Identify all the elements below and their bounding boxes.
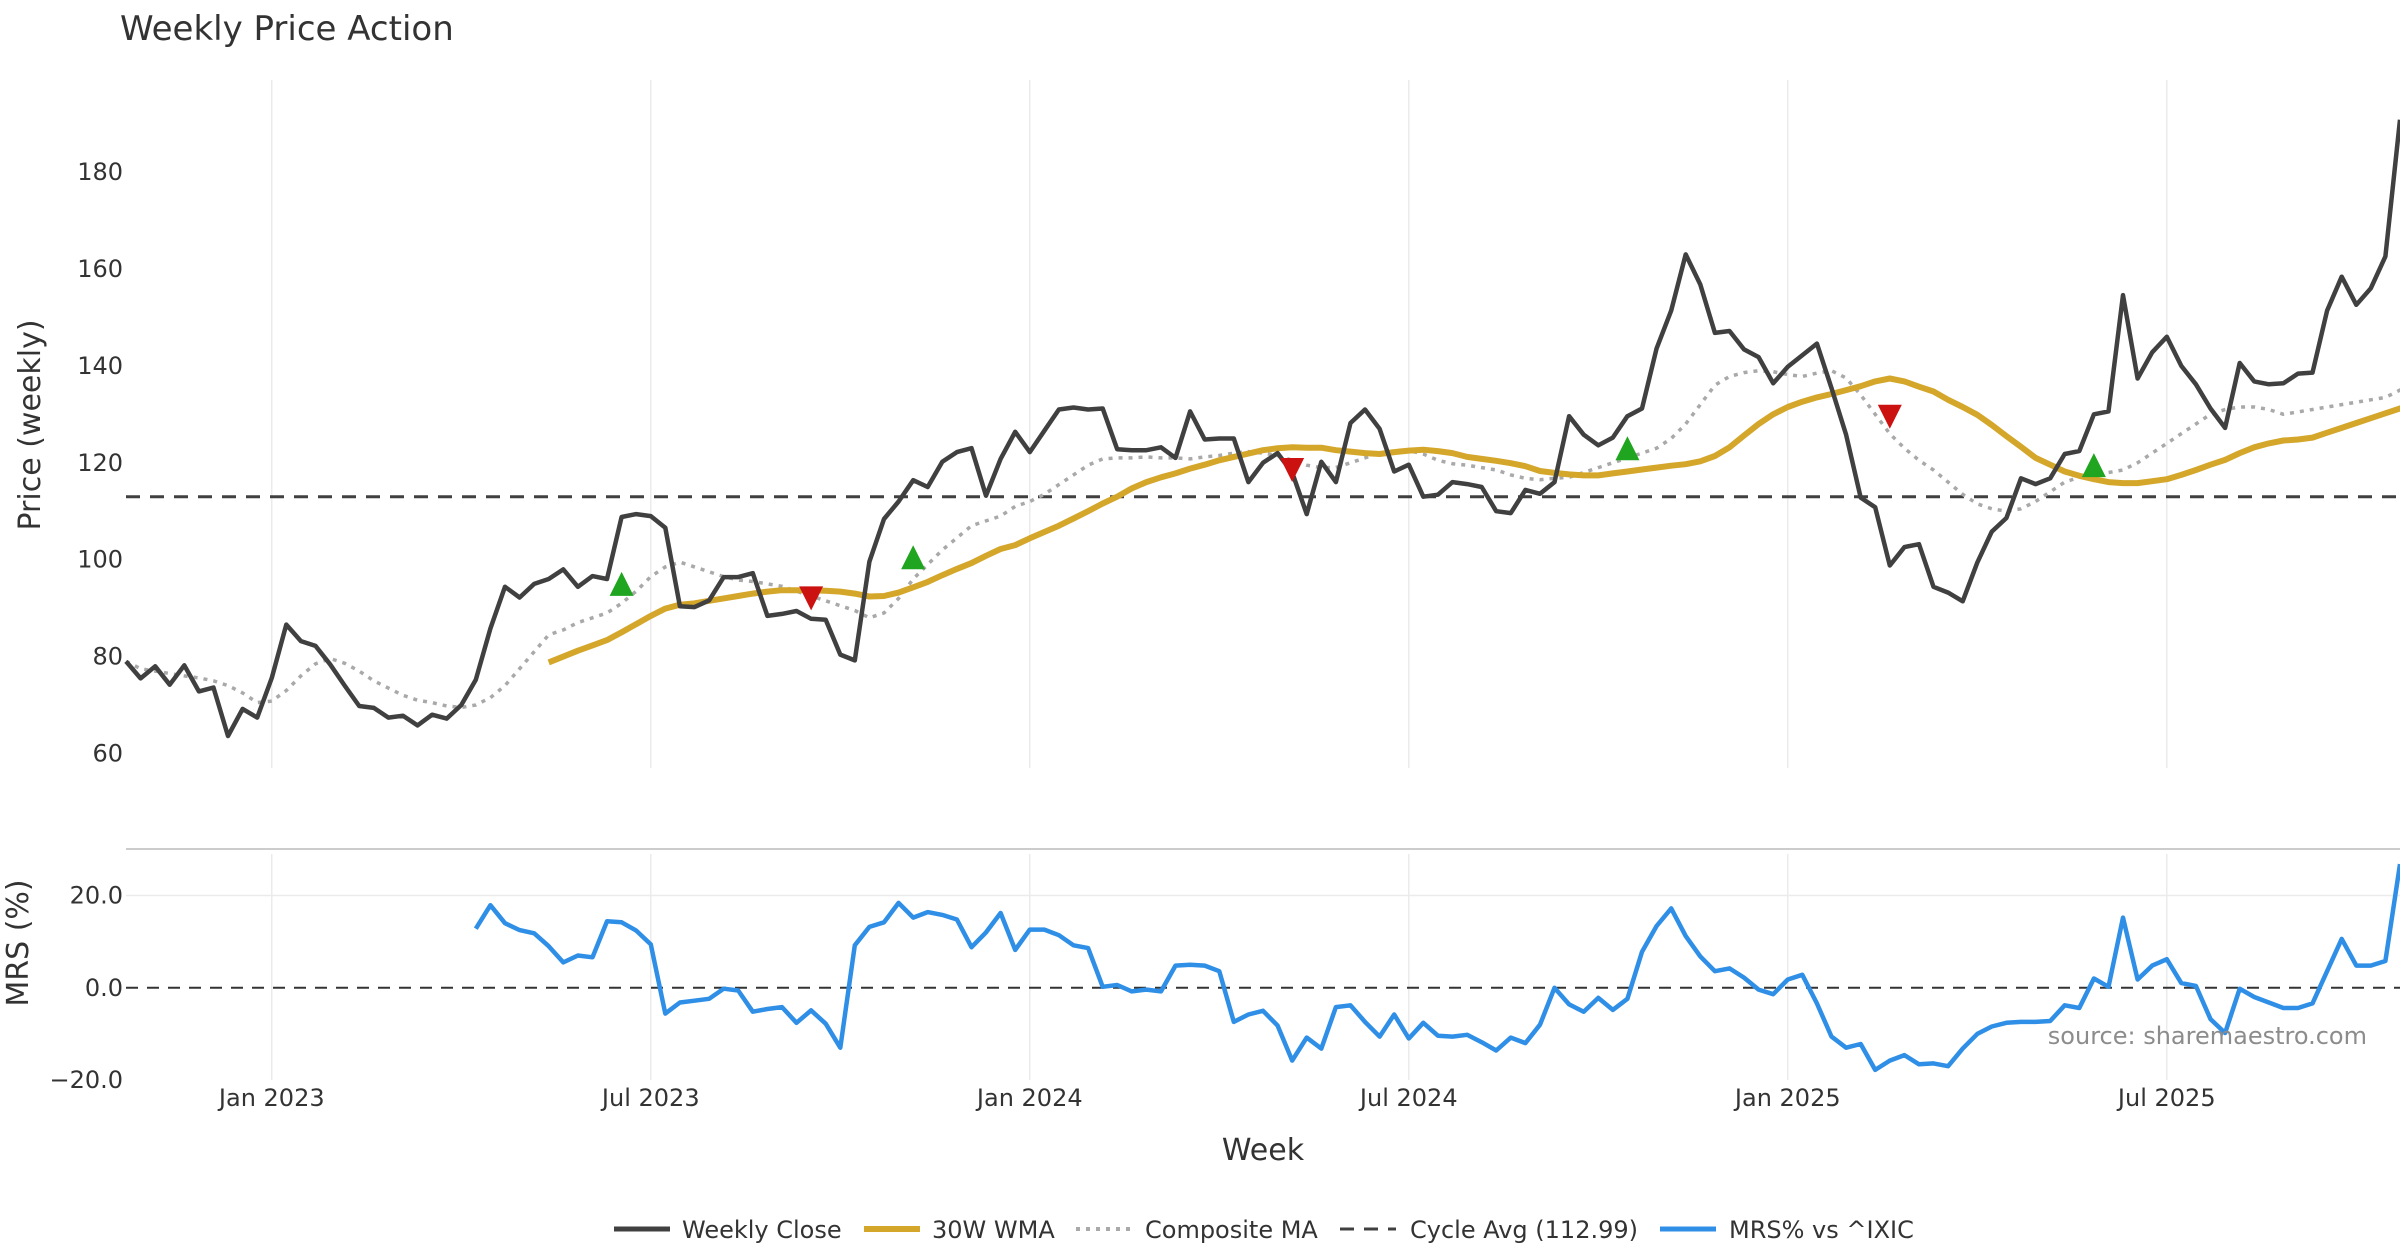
legend-label-weekly-close: Weekly Close	[682, 1216, 842, 1244]
price-y-tick-80: 80	[92, 643, 123, 671]
price-y-tick-60: 60	[92, 739, 123, 767]
x-tick-jul-2025: Jul 2025	[2116, 1084, 2216, 1112]
x-tick-labels: Jan 2023 Jul 2023 Jan 2024 Jul 2024 Jan 2025…	[217, 1084, 2216, 1112]
buy-signal-marker-7	[2081, 453, 2106, 478]
buy-signal-marker-3	[901, 545, 926, 570]
x-axis-label: Week	[1222, 1133, 1305, 1168]
price-gridlines	[271, 80, 2168, 768]
weekly-close-line	[124, 119, 2400, 739]
price-y-tick-120: 120	[77, 449, 123, 477]
mrs-line	[473, 863, 2400, 1073]
price-y-tick-100: 100	[77, 546, 123, 574]
price-y-tick-160: 160	[77, 255, 123, 283]
legend-label-cycle-avg: Cycle Avg (112.99)	[1410, 1216, 1638, 1244]
buy-signal-marker-5	[1615, 436, 1640, 461]
signal-markers	[609, 404, 2106, 611]
mrs-y-tick-20-0: 20.0	[70, 882, 123, 910]
price-y-tick-labels: 60 80 100 120 140 160 180	[77, 158, 123, 767]
buy-signal-marker-1	[609, 571, 634, 596]
mrs-y-tick-0-0: 0.0	[85, 974, 123, 1002]
chart-title: Weekly Price Action	[120, 9, 454, 49]
mrs-series-group	[473, 863, 2400, 1073]
legend: Weekly Close 30W WMA Composite MA Cycle …	[614, 1216, 1914, 1244]
legend-label-composite-ma: Composite MA	[1145, 1216, 1318, 1244]
x-tick-jul-2024: Jul 2024	[1358, 1084, 1458, 1112]
price-y-tick-140: 140	[77, 352, 123, 380]
x-tick-jan-2024: Jan 2024	[975, 1084, 1083, 1112]
mrs-y-tick-minus-20-0: −20.0	[49, 1066, 123, 1094]
source-attribution: source: sharemaestro.com	[2048, 1022, 2367, 1050]
sell-signal-marker-6	[1877, 404, 1902, 429]
price-y-axis-label: Price (weekly)	[13, 319, 48, 530]
mrs-gridlines	[126, 854, 2400, 1080]
wma-30w-line	[547, 375, 2400, 666]
price-series-group	[124, 119, 2400, 739]
sell-signal-marker-2	[799, 586, 824, 611]
mrs-y-tick-labels: −20.0 0.0 20.0	[49, 882, 123, 1094]
sell-signal-marker-4	[1280, 458, 1305, 483]
mrs-y-axis-label: MRS (%)	[1, 879, 36, 1006]
price-y-tick-180: 180	[77, 158, 123, 186]
x-tick-jan-2025: Jan 2025	[1733, 1084, 1841, 1112]
x-tick-jul-2023: Jul 2023	[600, 1084, 700, 1112]
x-tick-jan-2023: Jan 2023	[217, 1084, 325, 1112]
composite-ma-line	[125, 368, 2400, 710]
legend-label-wma: 30W WMA	[932, 1216, 1055, 1244]
legend-label-mrs: MRS% vs ^IXIC	[1729, 1216, 1914, 1244]
